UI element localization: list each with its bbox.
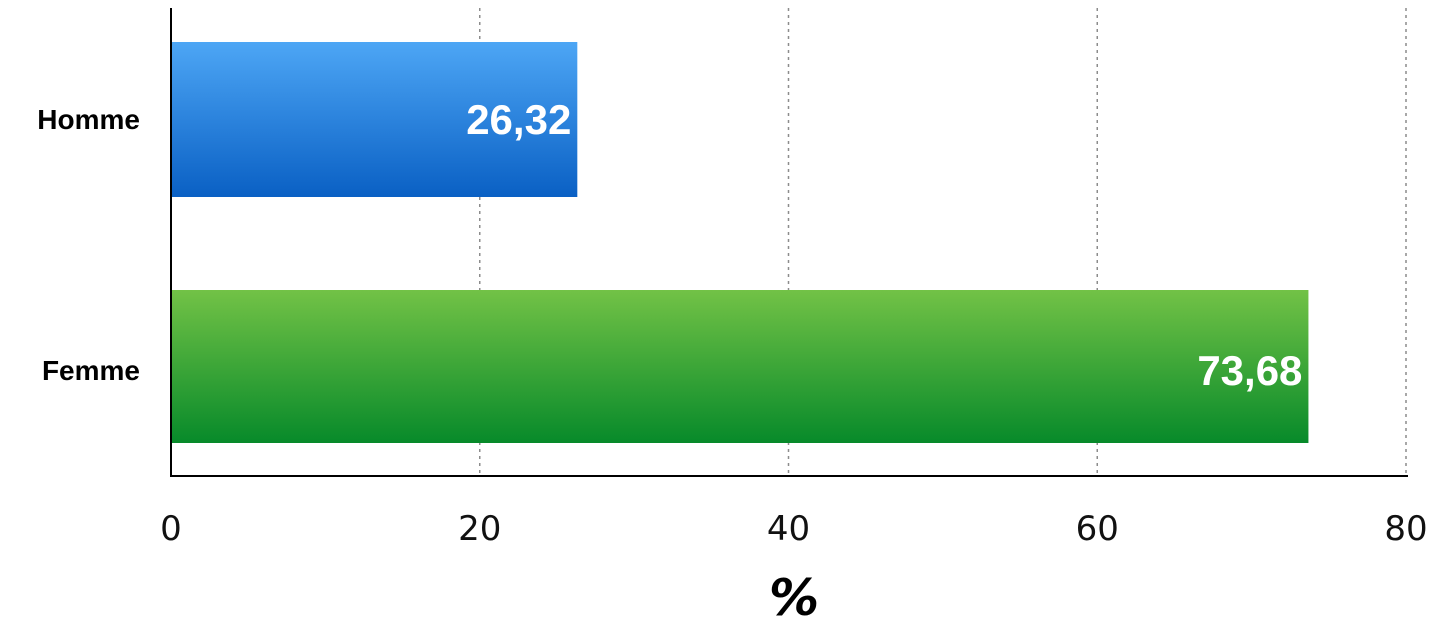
x-tick-label: 80 [1384,509,1427,549]
bars [171,42,1309,443]
value-label-femme: 73,68 [1197,347,1302,394]
category-label-homme: Homme [37,104,140,135]
x-tick-label: 40 [767,509,810,549]
labels: 0 20 40 60 80 26,32 Homme 73,68 Femme [37,96,1427,549]
bar-homme [171,42,578,197]
value-label-homme: 26,32 [466,96,571,143]
x-tick-label: 60 [1076,509,1119,549]
category-label-femme: Femme [42,355,140,386]
x-tick-label: 0 [160,509,182,549]
axes [170,8,1408,477]
x-axis-title: % [769,569,819,626]
x-tick-label: 20 [458,509,501,549]
bar-femme [171,290,1309,443]
